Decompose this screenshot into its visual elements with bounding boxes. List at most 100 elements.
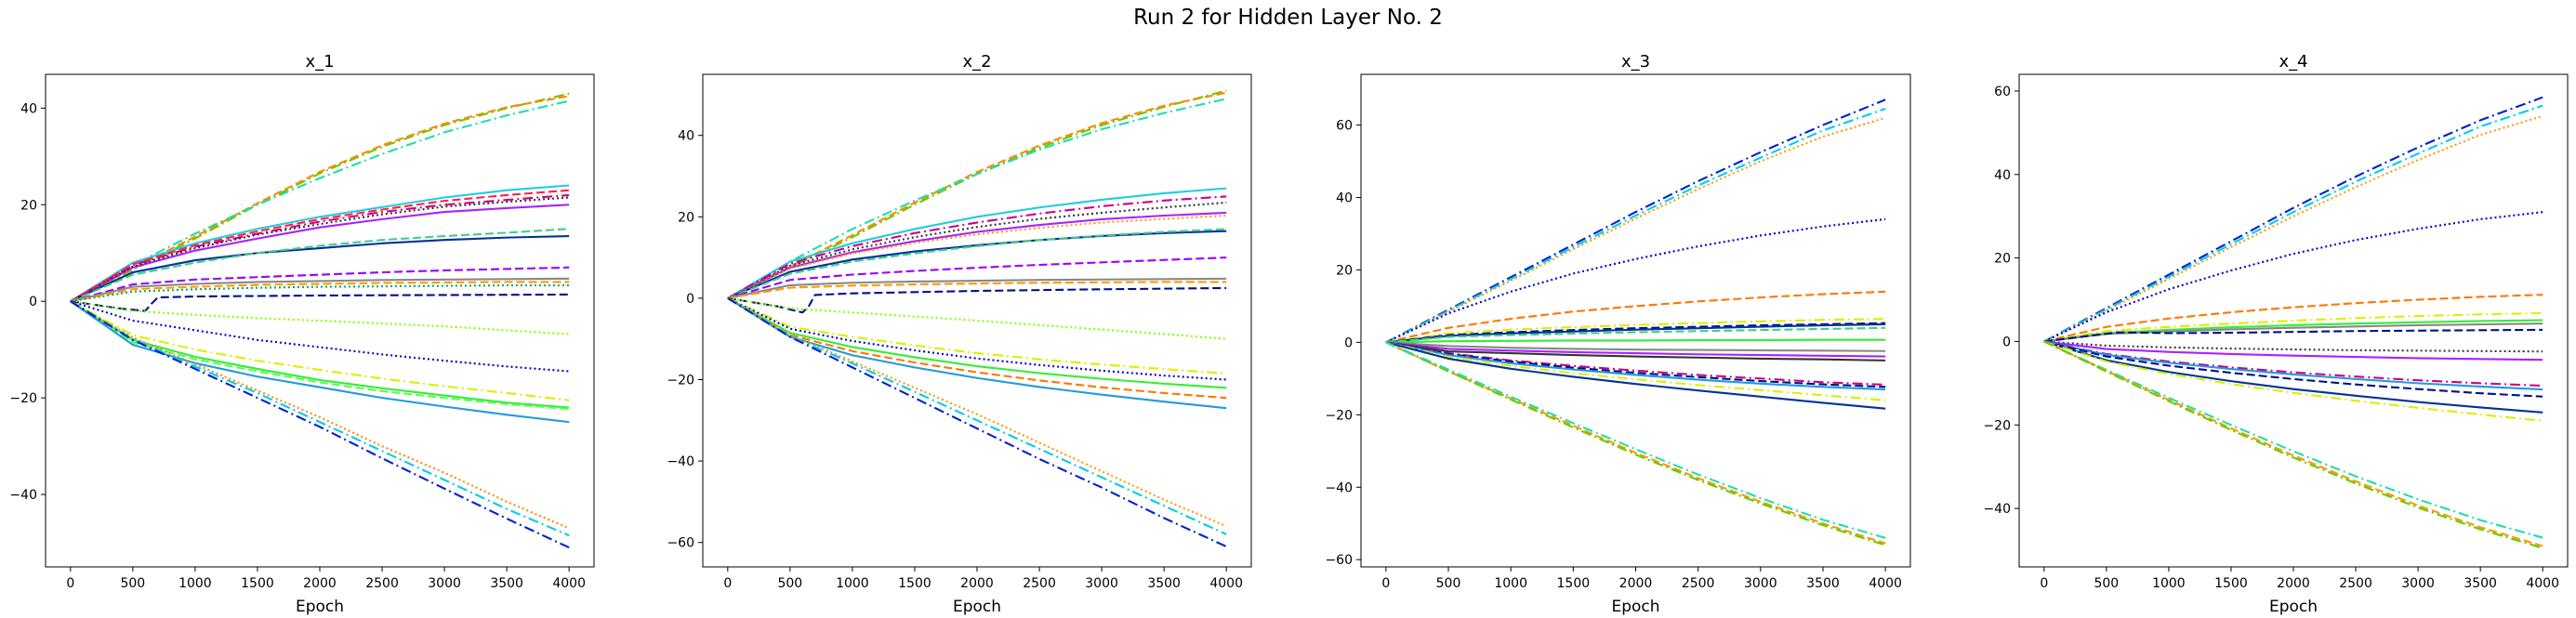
x-tick-label-3: 2500 xyxy=(1682,576,1715,591)
series-line-4-6 xyxy=(2043,311,2543,343)
x-tick-label-2: 3500 xyxy=(1147,576,1181,591)
series-line-1-16 xyxy=(70,300,570,335)
series-group-3 xyxy=(1385,99,1886,546)
series-line-1-22 xyxy=(70,300,570,530)
series-line-4-2 xyxy=(2043,104,2543,343)
series-line-3-6 xyxy=(1385,318,1886,344)
axes-frame-2 xyxy=(702,73,1252,568)
series-line-2-14 xyxy=(727,286,1227,314)
y-tick-label-3: −20 xyxy=(1325,408,1353,423)
x-tick-label-2: 3000 xyxy=(1085,576,1118,591)
x-axis-label-1: Epoch xyxy=(296,598,344,616)
series-line-3-14 xyxy=(1385,341,1886,387)
series-group-4 xyxy=(2043,96,2543,549)
series-line-4-9 xyxy=(2043,328,2543,343)
x-tick-label-1: 2500 xyxy=(365,576,399,591)
series-line-2-2 xyxy=(727,91,1227,299)
series-line-1-21 xyxy=(70,300,570,424)
series-line-2-6 xyxy=(727,201,1227,299)
series-line-3-16 xyxy=(1385,341,1886,391)
series-line-1-13 xyxy=(70,281,570,303)
axes-frame-3 xyxy=(1360,73,1911,568)
series-line-4-8 xyxy=(2043,322,2543,343)
x-tick-label-3: 3500 xyxy=(1806,576,1840,591)
series-line-3-5 xyxy=(1385,290,1886,344)
series-line-4-1 xyxy=(2043,96,2543,343)
series-line-1-15 xyxy=(70,293,570,312)
x-tick-label-3: 1500 xyxy=(1557,576,1591,591)
x-tick-label-4: 2000 xyxy=(2277,576,2310,591)
series-line-2-21 xyxy=(727,297,1227,528)
series-line-1-14 xyxy=(70,284,570,303)
series-line-4-13 xyxy=(2043,340,2543,391)
series-line-4-18 xyxy=(2043,340,2543,547)
x-tick-label-1: 3500 xyxy=(490,576,523,591)
series-line-1-5 xyxy=(70,204,570,303)
series-line-1-23 xyxy=(70,300,570,537)
series-group-1 xyxy=(70,92,570,549)
series-line-2-5 xyxy=(727,195,1227,299)
subplot-title-2: x_2 xyxy=(962,52,991,72)
series-line-2-4 xyxy=(727,187,1227,299)
series-line-2-12 xyxy=(727,277,1227,299)
x-tick-label-2: 500 xyxy=(777,576,802,591)
x-tick-label-2: 1500 xyxy=(898,576,931,591)
y-tick-label-3: −40 xyxy=(1325,480,1353,495)
series-group-2 xyxy=(727,89,1227,548)
subplot-title-4: x_4 xyxy=(2279,52,2307,72)
series-line-2-7 xyxy=(727,211,1227,299)
y-tick-label-4: 20 xyxy=(1994,252,2011,267)
series-line-3-3 xyxy=(1385,116,1886,344)
x-tick-label-4: 2500 xyxy=(2339,576,2372,591)
series-line-2-8 xyxy=(727,214,1227,299)
y-tick-label-3: 60 xyxy=(1336,119,1353,134)
series-line-4-19 xyxy=(2043,340,2543,549)
series-line-4-3 xyxy=(2043,114,2543,343)
series-line-3-10 xyxy=(1385,338,1886,344)
y-tick-label-4: 40 xyxy=(1994,168,2011,183)
series-line-4-15 xyxy=(2043,340,2543,414)
series-line-1-24 xyxy=(70,300,570,549)
x-tick-label-4: 0 xyxy=(2040,576,2048,591)
series-line-3-17 xyxy=(1385,341,1886,401)
y-tick-label-2: −20 xyxy=(667,374,694,388)
x-tick-label-2: 2000 xyxy=(960,576,994,591)
y-tick-label-2: 20 xyxy=(678,210,694,225)
y-tick-label-3: 20 xyxy=(1336,263,1353,278)
series-line-1-7 xyxy=(70,196,570,303)
series-line-4-17 xyxy=(2043,340,2543,539)
series-line-2-22 xyxy=(727,297,1227,535)
x-tick-label-3: 0 xyxy=(1381,576,1390,591)
x-tick-label-3: 1000 xyxy=(1494,576,1527,591)
x-tick-label-1: 500 xyxy=(120,576,145,591)
series-line-2-16 xyxy=(727,296,1227,375)
series-line-3-12 xyxy=(1385,341,1886,358)
series-line-4-7 xyxy=(2043,319,2543,343)
x-tick-label-1: 0 xyxy=(66,576,74,591)
series-line-3-15 xyxy=(1385,341,1886,388)
x-tick-label-2: 4000 xyxy=(1209,576,1243,591)
series-line-1-10 xyxy=(70,228,570,303)
series-line-1-9 xyxy=(70,235,570,303)
x-tick-label-4: 3500 xyxy=(2464,576,2497,591)
series-line-1-12 xyxy=(70,277,570,303)
subplot-title-3: x_3 xyxy=(1621,52,1650,72)
y-tick-label-2: 0 xyxy=(686,292,694,307)
series-line-2-11 xyxy=(727,256,1227,299)
y-tick-label-2: −60 xyxy=(667,536,694,551)
y-tick-label-1: 0 xyxy=(29,295,37,309)
x-tick-label-1: 1000 xyxy=(178,576,212,591)
x-tick-label-4: 4000 xyxy=(2526,576,2559,591)
series-line-2-23 xyxy=(727,297,1227,548)
x-tick-label-1: 3000 xyxy=(428,576,461,591)
x-tick-label-3: 500 xyxy=(1436,576,1461,591)
series-line-1-18 xyxy=(70,300,570,401)
series-line-3-9 xyxy=(1385,326,1886,344)
x-tick-label-4: 1500 xyxy=(2214,576,2248,591)
series-line-2-10 xyxy=(727,228,1227,299)
subplot-4: 0 500 1000 1500 2000 2500 3000 3500 4000 −40 −20 0 2… xyxy=(1983,52,2569,616)
x-tick-label-1: 2000 xyxy=(303,576,337,591)
series-line-1-3 xyxy=(70,99,570,303)
